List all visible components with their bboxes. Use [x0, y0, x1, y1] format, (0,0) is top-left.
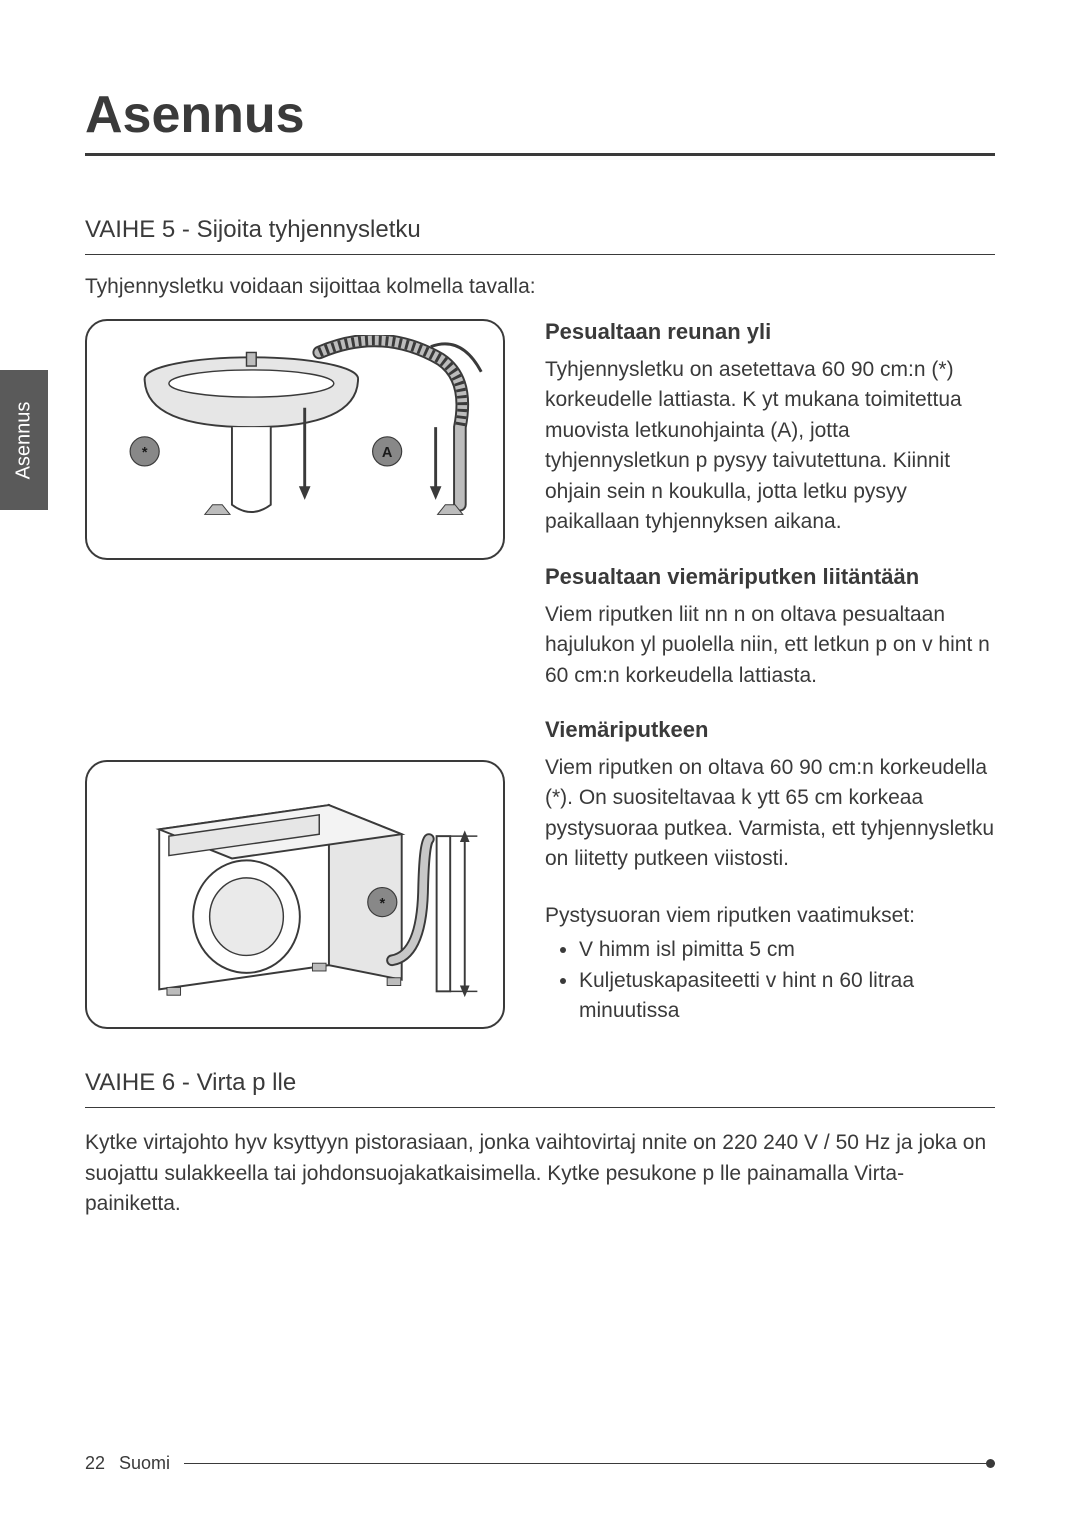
text-column: Pesualtaan reunan yli Tyhjennysletku on … — [545, 319, 995, 1029]
s2-text: Viem riputken liit nn n on oltava pesual… — [545, 600, 995, 691]
washer-illustration: * — [101, 776, 489, 1009]
step5-columns: * A — [85, 319, 995, 1029]
marker-star: * — [142, 445, 148, 461]
list-item: V himm isl pimitta 5 cm — [579, 935, 995, 965]
page-content: Asennus VAIHE 5 - Sijoita tyhjennysletku… — [0, 0, 1080, 1220]
marker-a: A — [382, 445, 393, 461]
diagram-washer: * — [85, 760, 505, 1030]
step5-intro: Tyhjennysletku voidaan sijoittaa kolmell… — [85, 275, 995, 299]
s1-heading: Pesualtaan reunan yli — [545, 319, 995, 345]
diagram-sink: * A — [85, 319, 505, 560]
s3-text: Viem riputken on oltava 60 90 cm:n korke… — [545, 753, 995, 875]
s3-req-intro: Pystysuoran viem riputken vaatimukset: — [545, 901, 995, 931]
sink-illustration: * A — [101, 335, 489, 539]
page-footer: 22 Suomi — [85, 1453, 995, 1474]
footer-rule — [184, 1463, 995, 1464]
step6-heading: VAIHE 6 - Virta p lle — [85, 1069, 995, 1108]
page-number: 22 — [85, 1453, 105, 1474]
s1-text: Tyhjennysletku on asetettava 60 90 cm:n … — [545, 355, 995, 538]
step5-heading: VAIHE 5 - Sijoita tyhjennysletku — [85, 216, 995, 255]
marker-star-2: * — [379, 896, 385, 912]
step6-text: Kytke virtajohto hyv ksyttyyn pistorasia… — [85, 1128, 995, 1219]
page-lang: Suomi — [119, 1453, 170, 1474]
s3-heading: Viemäriputkeen — [545, 717, 995, 743]
diagram-column: * A — [85, 319, 505, 1029]
list-item: Kuljetuskapasiteetti v hint n 60 litraa … — [579, 966, 995, 1027]
s3-req-list: V himm isl pimitta 5 cm Kuljetuskapasite… — [545, 935, 995, 1026]
s2-heading: Pesualtaan viemäriputken liitäntään — [545, 564, 995, 590]
page-title: Asennus — [85, 85, 995, 156]
